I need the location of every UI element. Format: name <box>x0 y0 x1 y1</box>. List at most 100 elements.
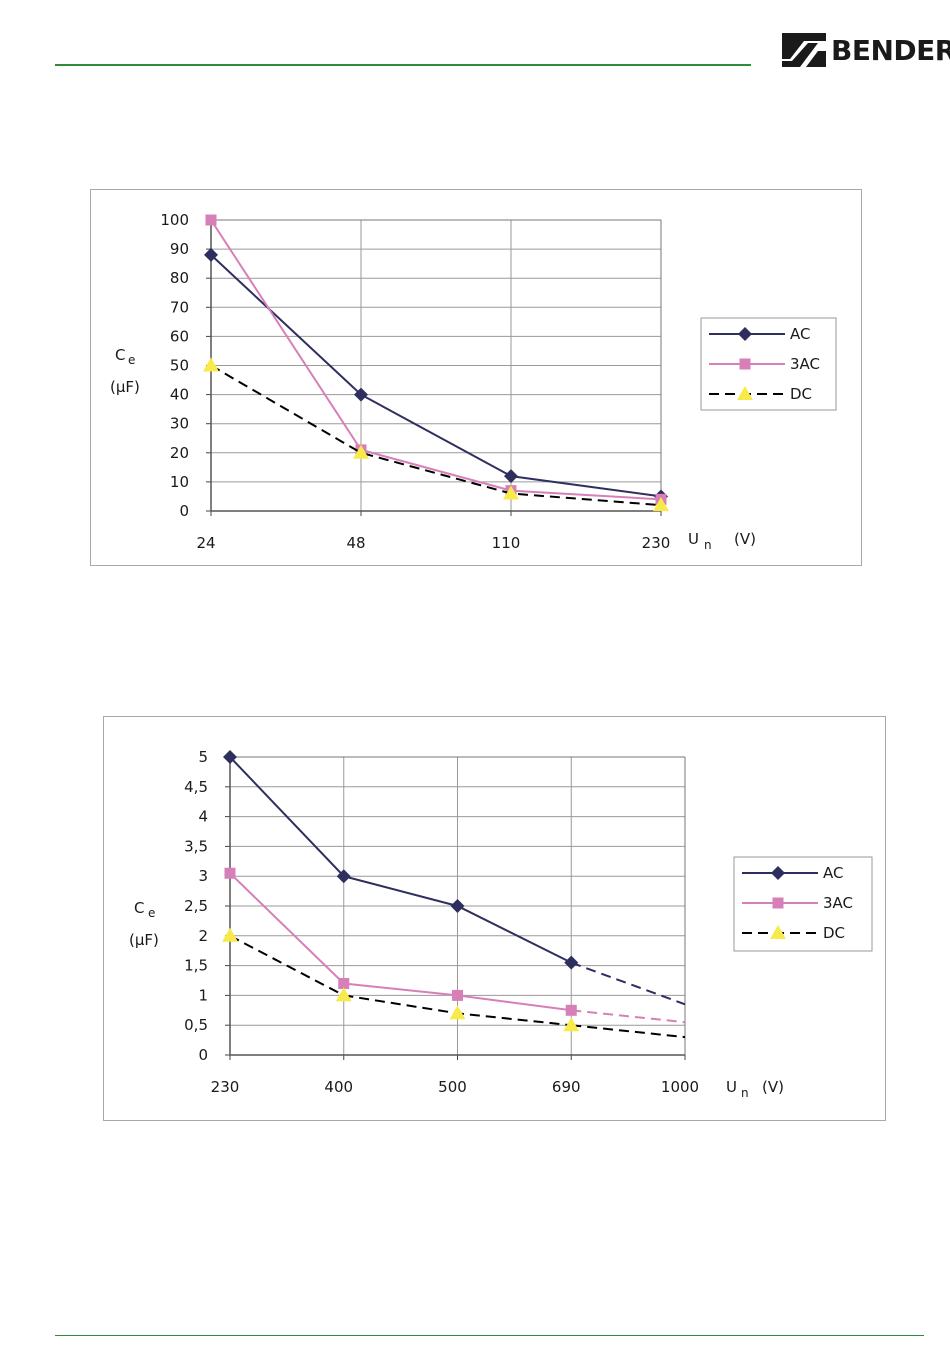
y-tick-label: 3 <box>198 867 208 885</box>
chart-2-ylabel-unit: (µF) <box>129 931 159 949</box>
point-dc <box>222 927 238 942</box>
legend-marker-3ac <box>739 358 751 370</box>
y-tick-label: 70 <box>170 298 189 316</box>
y-tick-label: 40 <box>170 386 189 404</box>
chart-2-ylabel-symbol: C <box>134 899 144 917</box>
chart-1-axis-labels: C e (µF) U n (V) <box>110 346 756 552</box>
point-3ac <box>224 867 236 879</box>
legend-marker-dc <box>737 386 753 400</box>
series-line-ac <box>229 756 572 964</box>
y-tick-label: 5 <box>198 748 208 766</box>
legend-label-dc: DC <box>823 924 845 942</box>
legend-marker-dc <box>770 925 786 939</box>
point-dc <box>449 1005 466 1020</box>
series-extension-3ac <box>571 1009 686 1024</box>
x-tick-label: 500 <box>438 1078 467 1096</box>
legend-label-ac: AC <box>823 864 843 882</box>
chart-2-xlabel-unit: (V) <box>762 1078 784 1096</box>
legend-marker-ac <box>771 866 785 880</box>
series-line-dc <box>210 364 662 507</box>
point-ac <box>450 899 465 913</box>
legend-marker-3ac <box>772 897 784 909</box>
x-tick-label: 48 <box>346 534 365 552</box>
x-tick-label: 690 <box>552 1078 581 1096</box>
y-tick-label: 1 <box>198 986 208 1004</box>
chart-1: 0 10 20 30 40 50 60 70 80 90 100 24 48 110 230 C e (µ… <box>90 189 862 566</box>
y-tick-label: 3,5 <box>184 837 208 855</box>
chart-2-xlabel-sub: n <box>741 1086 749 1100</box>
chart-1-xlabel-symbol: U <box>688 530 699 548</box>
y-tick-label: 30 <box>170 415 189 433</box>
chart-2-ylabel-sub: e <box>148 906 155 920</box>
chart-1-x-ticks: 24 48 110 230 <box>196 534 670 552</box>
legend-marker-ac <box>738 327 752 341</box>
point-ac <box>204 247 218 262</box>
chart-2-legend: AC 3AC DC <box>733 856 873 952</box>
point-3ac <box>565 1004 577 1016</box>
x-tick-label: 230 <box>642 534 671 552</box>
chart-1-xlabel-unit: (V) <box>734 530 756 548</box>
y-tick-label: 50 <box>170 357 189 375</box>
chart-1-legend: AC 3AC DC <box>700 317 837 411</box>
chart-1-ylabel-sub: e <box>128 353 135 367</box>
x-tick-label: 110 <box>492 534 521 552</box>
y-tick-label: 2,5 <box>184 897 208 915</box>
chart-2-series <box>222 750 686 1039</box>
y-tick-label: 20 <box>170 444 189 462</box>
legend-label-ac: AC <box>790 325 810 343</box>
footer-rule <box>55 1335 924 1336</box>
y-tick-label: 60 <box>170 327 189 345</box>
chart-1-y-ticks: 0 10 20 30 40 50 60 70 80 90 100 <box>160 211 189 520</box>
point-ac <box>336 869 351 884</box>
chart-1-series <box>203 214 669 512</box>
x-tick-label: 1000 <box>661 1078 699 1096</box>
chart-1-grid <box>206 219 662 516</box>
legend-label-dc: DC <box>790 385 812 403</box>
chart-1-ylabel-symbol: C <box>115 346 125 364</box>
point-ac <box>564 955 579 970</box>
series-extension-ac <box>570 961 686 1006</box>
legend-label-3ac: 3AC <box>823 894 853 912</box>
y-tick-label: 10 <box>170 473 189 491</box>
series-line-3ac <box>229 872 572 1012</box>
series-line-3ac <box>210 219 662 501</box>
x-tick-label: 230 <box>211 1078 240 1096</box>
chart-1-svg: 0 10 20 30 40 50 60 70 80 90 100 24 48 110 230 C e (µ… <box>110 211 837 552</box>
chart-2-xlabel-symbol: U <box>726 1078 737 1096</box>
series-line-ac <box>210 254 662 498</box>
brand-name: BENDER <box>831 33 950 67</box>
point-3ac <box>452 989 463 1001</box>
bender-logo: BENDER <box>782 33 950 67</box>
series-extension-dc <box>571 1024 686 1039</box>
point-dc <box>503 485 519 500</box>
chart-2-svg: 0 0,5 1 1,5 2 2,5 3 3,5 4 4,5 5 230 400 500 690 1000 C… <box>129 748 873 1100</box>
point-dc <box>563 1017 580 1032</box>
header-rule <box>55 64 751 66</box>
point-ac <box>504 469 518 484</box>
x-tick-label: 24 <box>196 534 215 552</box>
point-ac <box>354 387 368 402</box>
y-tick-label: 0 <box>198 1046 208 1064</box>
y-tick-label: 4 <box>198 808 208 826</box>
y-tick-label: 80 <box>170 269 189 287</box>
y-tick-label: 2 <box>198 927 208 945</box>
chart-2-axis-labels: C e (µF) U n (V) <box>129 899 784 1100</box>
series-line-dc <box>229 934 572 1027</box>
point-dc <box>203 357 219 372</box>
legend-label-3ac: 3AC <box>790 355 820 373</box>
point-dc <box>335 987 352 1002</box>
point-3ac <box>338 977 350 989</box>
y-tick-label: 0 <box>179 502 189 520</box>
y-tick-label: 4,5 <box>184 778 208 796</box>
point-ac <box>223 750 237 764</box>
chart-2-x-ticks: 230 400 500 690 1000 <box>211 1078 699 1096</box>
point-dc <box>353 444 369 459</box>
y-tick-label: 0,5 <box>184 1016 208 1034</box>
y-tick-label: 100 <box>160 211 189 229</box>
bender-logo-mark-icon <box>782 33 826 67</box>
chart-1-ylabel-unit: (µF) <box>110 378 140 396</box>
y-tick-label: 90 <box>170 240 189 258</box>
chart-2: 0 0,5 1 1,5 2 2,5 3 3,5 4 4,5 5 230 400 500 690 1000 C… <box>103 716 886 1121</box>
y-tick-label: 1,5 <box>184 957 208 975</box>
x-tick-label: 400 <box>324 1078 353 1096</box>
